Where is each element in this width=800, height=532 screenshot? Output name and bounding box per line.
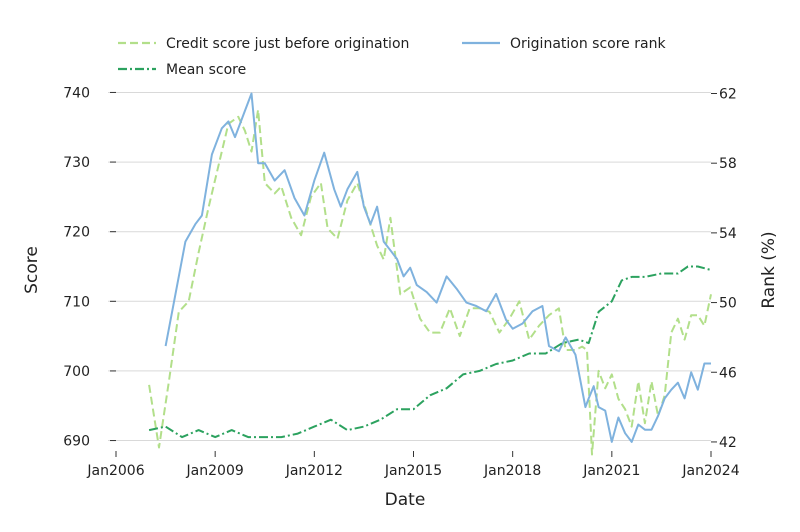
x-tick-label: Jan2018 — [483, 463, 541, 479]
x-tick-label: Jan2006 — [86, 463, 144, 479]
gridlines — [108, 91, 711, 442]
series-line-credit-score-just-before-origination — [148, 108, 712, 456]
x-axis: Jan2006 Jan2009 Jan2012 Jan2015 Jan2018 Jan20… — [86, 451, 740, 479]
y-axis-left-title: Score — [22, 246, 42, 294]
y-right-tick-label: 58 — [719, 156, 737, 172]
y-right-tick-label: 62 — [719, 86, 737, 102]
y-left-tick-label: 730 — [63, 155, 90, 171]
x-tick-label: Jan2024 — [681, 463, 739, 479]
legend-label-credit-score: Credit score just before origination — [166, 36, 409, 52]
series-line-mean-score — [148, 265, 712, 439]
legend-label-rank: Origination score rank — [510, 36, 666, 52]
legend: Credit score just before origination Ori… — [118, 36, 666, 78]
y-axis-left: 690 700 710 720 730 740 — [63, 85, 116, 450]
y-right-tick-label: 42 — [719, 435, 737, 451]
series-lines — [148, 92, 712, 456]
y-left-tick-label: 710 — [63, 294, 90, 310]
series-line-origination-score-rank — [164, 92, 711, 443]
legend-label-mean-score: Mean score — [166, 62, 246, 78]
x-tick-label: Jan2012 — [285, 463, 343, 479]
y-left-tick-label: 700 — [63, 364, 90, 380]
y-axis-right: 42 46 50 54 58 62 — [711, 86, 737, 451]
x-tick-label: Jan2015 — [384, 463, 442, 479]
x-tick-label: Jan2021 — [582, 463, 640, 479]
y-right-tick-label: 46 — [719, 365, 737, 381]
y-left-tick-label: 720 — [63, 225, 90, 241]
y-right-tick-label: 54 — [719, 226, 737, 242]
x-tick-label: Jan2009 — [186, 463, 244, 479]
y-right-tick-label: 50 — [719, 296, 737, 312]
y-left-tick-label: 690 — [63, 434, 90, 450]
y-axis-right-title: Rank (%) — [759, 231, 779, 308]
x-axis-title: Date — [385, 490, 426, 510]
y-left-tick-label: 740 — [63, 85, 90, 101]
